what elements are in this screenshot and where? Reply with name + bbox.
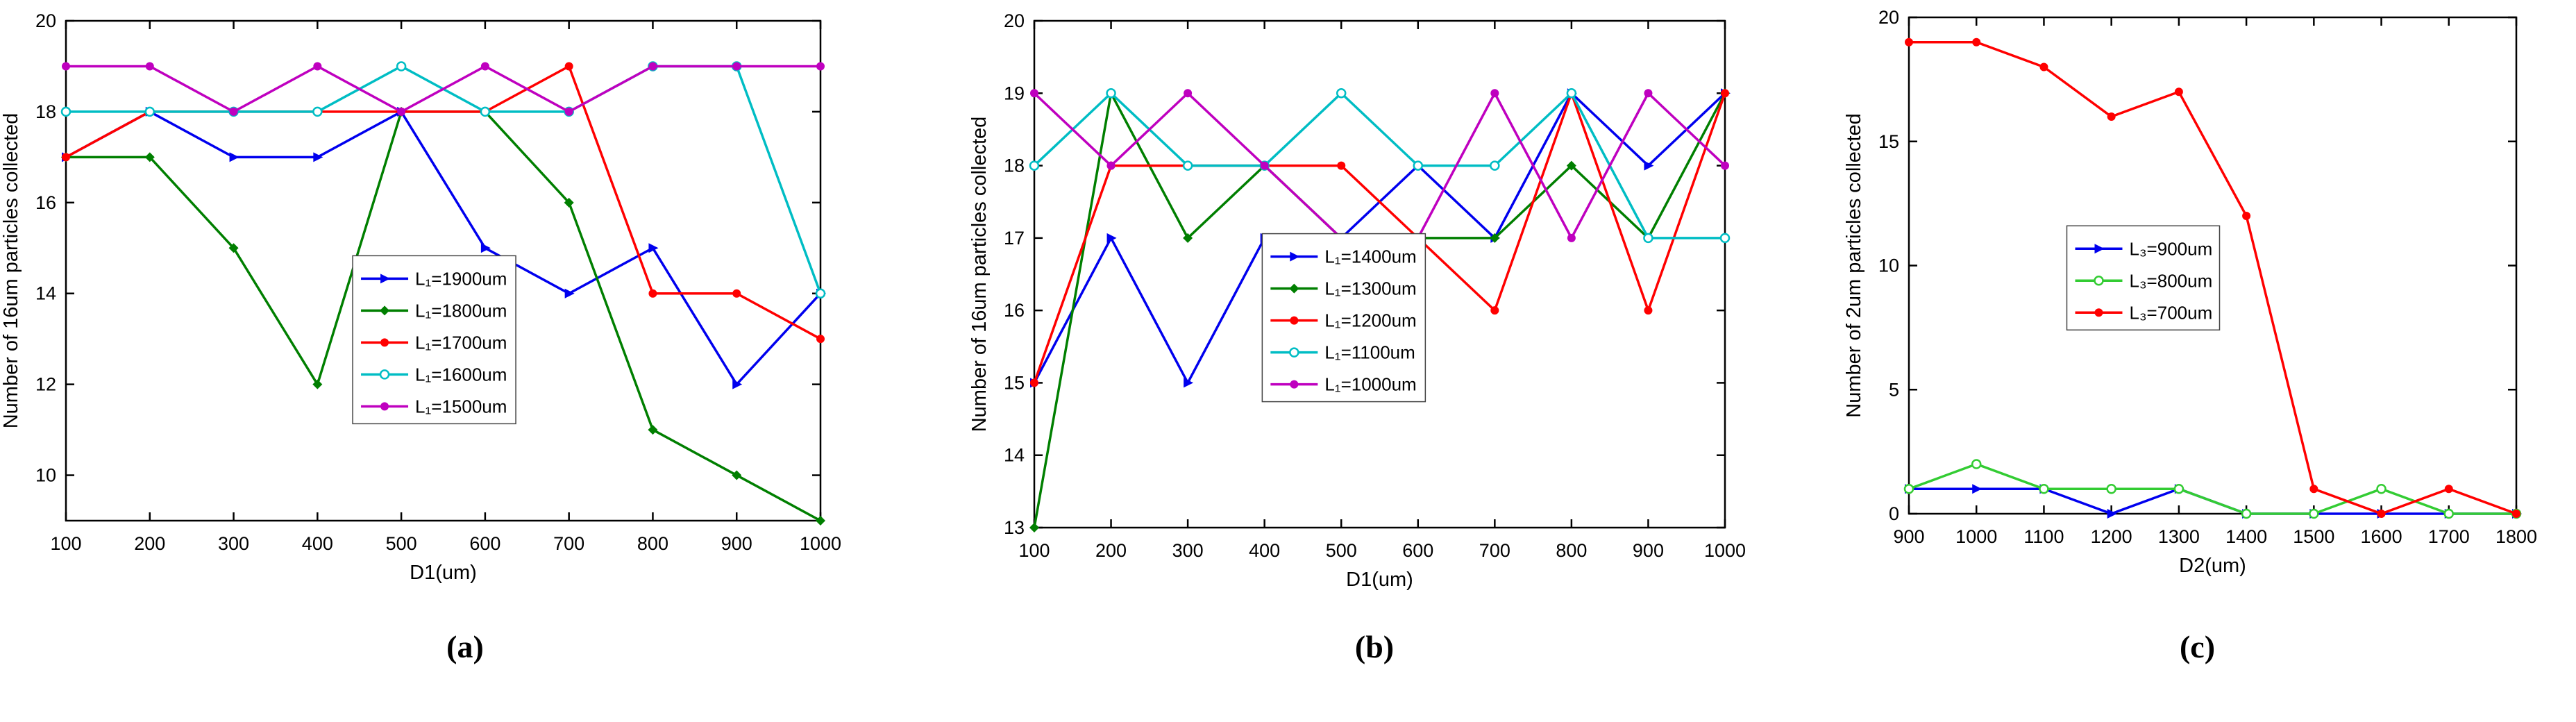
- svg-text:15: 15: [1878, 131, 1899, 152]
- svg-text:1000: 1000: [1704, 540, 1746, 561]
- svg-text:16: 16: [35, 192, 56, 213]
- svg-text:800: 800: [1556, 540, 1587, 561]
- svg-text:13: 13: [1004, 517, 1025, 538]
- svg-text:600: 600: [1402, 540, 1433, 561]
- svg-text:1300: 1300: [2158, 526, 2200, 547]
- chart-c-particles-vs-d2: 900 1000 1100 1200 1300 1400 1500 1600 1700 1800 0…: [1843, 7, 2537, 577]
- svg-text:Number of 2um particles collec: Number of 2um particles collected: [1843, 113, 1865, 417]
- svg-text:10: 10: [1878, 255, 1899, 276]
- svg-text:L₁=1300um: L₁=1300um: [1324, 278, 1416, 299]
- svg-text:L₁=1100um: L₁=1100um: [1324, 342, 1415, 363]
- svg-text:Number of 16um particles colle: Number of 16um particles collected: [968, 117, 991, 433]
- svg-text:D1(um): D1(um): [410, 562, 477, 584]
- svg-text:300: 300: [218, 533, 249, 554]
- svg-text:20: 20: [35, 10, 56, 31]
- svg-text:1000: 1000: [800, 533, 841, 554]
- svg-text:600: 600: [469, 533, 500, 554]
- svg-text:16: 16: [1004, 300, 1025, 321]
- svg-text:14: 14: [35, 283, 56, 304]
- svg-text:18: 18: [1004, 156, 1025, 176]
- svg-text:500: 500: [386, 533, 417, 554]
- svg-text:700: 700: [1479, 540, 1510, 561]
- svg-text:900: 900: [1893, 526, 1924, 547]
- svg-text:900: 900: [721, 533, 752, 554]
- svg-text:1400: 1400: [2225, 526, 2267, 547]
- svg-text:L₁=1800um: L₁=1800um: [415, 300, 507, 321]
- caption-c: (c): [2179, 629, 2216, 664]
- chart-a-particles-vs-d1: 100 200 300 400 500 600 700 800 900 1000 10 12 14 16 1…: [0, 10, 841, 584]
- svg-text:500: 500: [1326, 540, 1357, 561]
- svg-text:D1(um): D1(um): [1346, 569, 1413, 591]
- svg-text:200: 200: [134, 533, 165, 554]
- svg-text:Number of 16um particles colle: Number of 16um particles collected: [0, 113, 22, 429]
- svg-text:19: 19: [1004, 83, 1025, 103]
- svg-text:200: 200: [1095, 540, 1127, 561]
- svg-text:L₁=1200um: L₁=1200um: [1324, 310, 1416, 331]
- svg-text:20: 20: [1878, 7, 1899, 28]
- svg-text:0: 0: [1889, 503, 1899, 524]
- svg-text:L₁=1500um: L₁=1500um: [415, 396, 507, 417]
- svg-text:D2(um): D2(um): [2179, 555, 2246, 577]
- svg-text:L₁=1000um: L₁=1000um: [1324, 374, 1416, 395]
- svg-text:1100: 1100: [2023, 526, 2064, 547]
- svg-text:10: 10: [35, 465, 56, 486]
- svg-text:L₃=800um: L₃=800um: [2130, 270, 2213, 291]
- svg-text:100: 100: [1018, 540, 1050, 561]
- svg-text:18: 18: [35, 101, 56, 122]
- svg-text:700: 700: [553, 533, 584, 554]
- subfigure-b: 100 200 300 400 500 600 700 800 900 1000 13 14 15 16 1…: [930, 0, 1819, 665]
- svg-text:L₁=1700um: L₁=1700um: [415, 332, 507, 353]
- caption-a: (a): [446, 629, 484, 664]
- svg-text:1500: 1500: [2293, 526, 2334, 547]
- svg-text:400: 400: [302, 533, 333, 554]
- svg-text:1700: 1700: [2428, 526, 2470, 547]
- subfigure-c: 900 1000 1100 1200 1300 1400 1500 1600 1700 1800 0…: [1819, 0, 2576, 665]
- svg-text:L₁=1900um: L₁=1900um: [415, 268, 507, 289]
- chart-b-particles-vs-d1: 100 200 300 400 500 600 700 800 900 1000 13 14 15 16 1…: [968, 10, 1746, 591]
- svg-text:20: 20: [1004, 10, 1025, 31]
- svg-text:900: 900: [1633, 540, 1664, 561]
- caption-b: (b): [1354, 629, 1395, 664]
- svg-text:300: 300: [1172, 540, 1204, 561]
- svg-text:12: 12: [35, 374, 56, 395]
- svg-text:1200: 1200: [2091, 526, 2132, 547]
- svg-text:L₁=1400um: L₁=1400um: [1324, 246, 1416, 267]
- svg-text:14: 14: [1004, 445, 1025, 466]
- svg-text:17: 17: [1004, 228, 1025, 249]
- svg-text:800: 800: [637, 533, 668, 554]
- svg-text:L₁=1600um: L₁=1600um: [415, 364, 507, 385]
- svg-text:1800: 1800: [2495, 526, 2537, 547]
- subfigure-a: 100 200 300 400 500 600 700 800 900 1000 10 12 14 16 1…: [0, 0, 930, 665]
- svg-text:1600: 1600: [2361, 526, 2402, 547]
- svg-text:5: 5: [1889, 379, 1899, 400]
- svg-text:L₃=700um: L₃=700um: [2130, 302, 2213, 323]
- svg-text:400: 400: [1249, 540, 1280, 561]
- svg-text:L₃=900um: L₃=900um: [2130, 238, 2213, 259]
- svg-text:1000: 1000: [1955, 526, 1997, 547]
- svg-text:100: 100: [50, 533, 81, 554]
- svg-text:15: 15: [1004, 372, 1025, 393]
